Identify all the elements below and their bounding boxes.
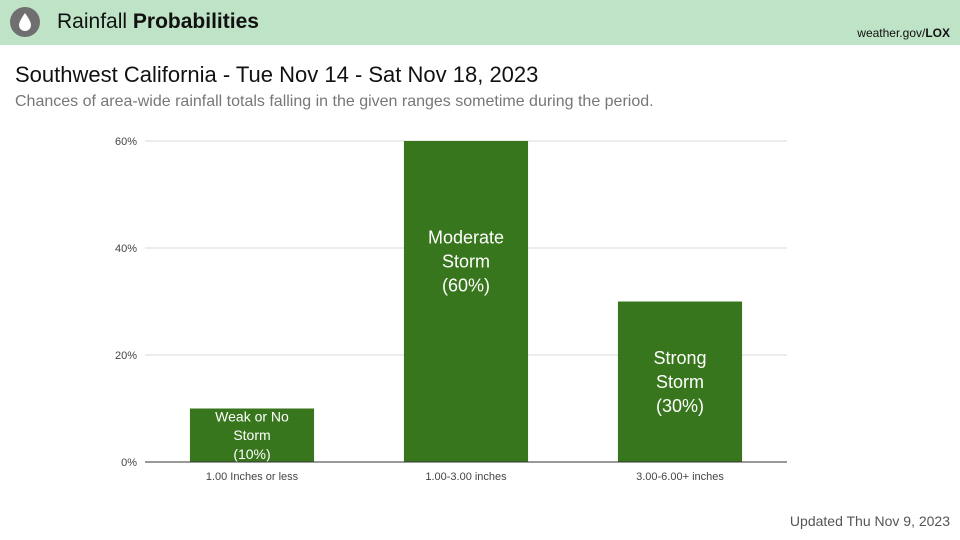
- bar-data-label-line: Storm: [233, 427, 270, 443]
- bar-data-label-line: Weak or No: [215, 409, 289, 425]
- updated-date: Updated Thu Nov 9, 2023: [789, 513, 950, 529]
- bar: [617, 301, 743, 462]
- x-tick-label: 1.00-3.00 inches: [425, 471, 507, 483]
- y-tick-label: 40%: [115, 243, 137, 255]
- bar: [403, 141, 529, 462]
- page-title: Southwest California - Tue Nov 14 - Sat …: [15, 62, 539, 87]
- bar-data-label-line: Moderate: [428, 228, 504, 248]
- y-tick-label: 0%: [121, 457, 137, 469]
- source-prefix: weather.gov/: [857, 26, 926, 40]
- page-subtitle: Chances of area-wide rainfall totals fal…: [15, 93, 654, 110]
- bar: [189, 408, 315, 462]
- bar-data-label-line: Storm: [442, 252, 490, 272]
- y-tick-label: 60%: [115, 136, 137, 148]
- bar-data-label: Strong Storm (30%): [653, 348, 706, 416]
- bar-data-label-line: (10%): [233, 446, 270, 462]
- source-bold: LOX: [925, 26, 950, 40]
- water-drop-icon: [10, 7, 40, 37]
- y-tick-label: 20%: [115, 350, 137, 362]
- header-bar: [0, 0, 960, 45]
- bar-data-label-line: Strong: [653, 348, 706, 368]
- source-link[interactable]: weather.gov/LOX: [857, 26, 950, 40]
- bar-data-label-line: Storm: [656, 372, 704, 392]
- bar-data-label-line: (30%): [656, 396, 704, 416]
- bar-data-label: Moderate Storm (60%): [428, 228, 504, 296]
- x-tick-label: 1.00 Inches or less: [206, 471, 299, 483]
- x-tick-label: 3.00-6.00+ inches: [636, 471, 724, 483]
- bar-data-label-line: (60%): [442, 275, 490, 295]
- header-title-bold: Probabilities: [132, 10, 259, 33]
- bar-data-label: Weak or No Storm (10%): [215, 409, 289, 462]
- header-title: Rainfall Probabilities: [57, 10, 259, 34]
- header-title-prefix: Rainfall: [57, 10, 128, 33]
